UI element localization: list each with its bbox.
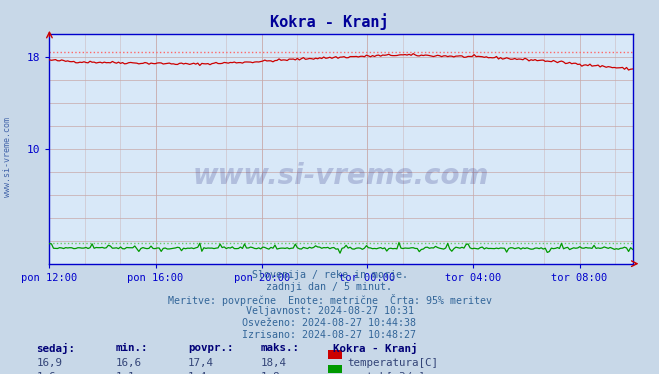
Text: povpr.:: povpr.: — [188, 343, 233, 353]
Text: Izrisano: 2024-08-27 10:48:27: Izrisano: 2024-08-27 10:48:27 — [243, 330, 416, 340]
Text: 18,4: 18,4 — [260, 358, 286, 368]
Text: www.si-vreme.com: www.si-vreme.com — [3, 117, 13, 197]
Text: Kokra - Kranj: Kokra - Kranj — [270, 13, 389, 30]
Text: 16,9: 16,9 — [36, 358, 62, 368]
Text: Kokra - Kranj: Kokra - Kranj — [333, 343, 417, 354]
Text: zadnji dan / 5 minut.: zadnji dan / 5 minut. — [266, 282, 393, 292]
Text: 16,6: 16,6 — [115, 358, 141, 368]
Text: Osveženo: 2024-08-27 10:44:38: Osveženo: 2024-08-27 10:44:38 — [243, 318, 416, 328]
Text: temperatura[C]: temperatura[C] — [347, 358, 438, 368]
Text: 1,6: 1,6 — [36, 372, 56, 374]
Text: sedaj:: sedaj: — [36, 343, 75, 354]
Text: 1,4: 1,4 — [188, 372, 208, 374]
Text: min.:: min.: — [115, 343, 148, 353]
Text: 1,1: 1,1 — [115, 372, 135, 374]
Text: pretok[m3/s]: pretok[m3/s] — [347, 372, 425, 374]
Text: www.si-vreme.com: www.si-vreme.com — [193, 162, 489, 190]
Text: Slovenija / reke in morje.: Slovenija / reke in morje. — [252, 270, 407, 280]
Text: Veljavnost: 2024-08-27 10:31: Veljavnost: 2024-08-27 10:31 — [246, 306, 413, 316]
Text: 1,8: 1,8 — [260, 372, 280, 374]
Text: maks.:: maks.: — [260, 343, 299, 353]
Text: Meritve: povprečne  Enote: metrične  Črta: 95% meritev: Meritve: povprečne Enote: metrične Črta:… — [167, 294, 492, 306]
Text: 17,4: 17,4 — [188, 358, 214, 368]
